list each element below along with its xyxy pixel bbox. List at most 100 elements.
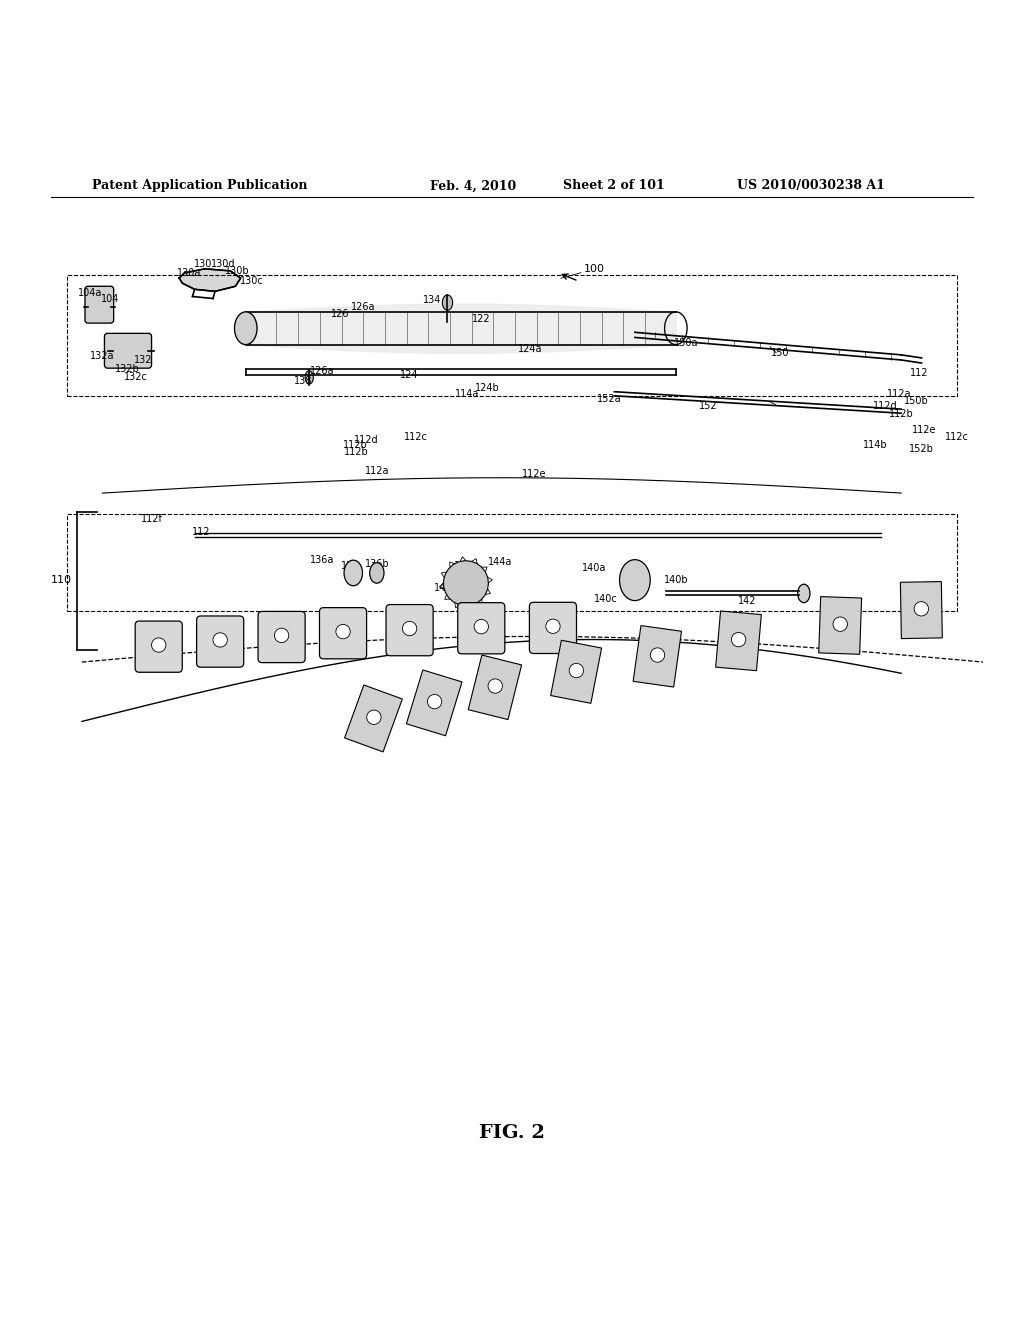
Text: 124: 124	[400, 371, 419, 380]
Ellipse shape	[234, 312, 257, 345]
Text: 132: 132	[134, 355, 153, 364]
Polygon shape	[179, 269, 241, 292]
Circle shape	[731, 632, 745, 647]
FancyBboxPatch shape	[197, 616, 244, 667]
Ellipse shape	[442, 294, 453, 310]
Circle shape	[569, 664, 584, 677]
Bar	[67, 513, 957, 611]
Text: 140c: 140c	[594, 594, 618, 603]
Polygon shape	[819, 597, 861, 655]
Text: 126a: 126a	[351, 302, 376, 312]
Ellipse shape	[305, 371, 313, 384]
Text: 130: 130	[194, 259, 212, 269]
Text: 122: 122	[472, 314, 490, 323]
Text: 152: 152	[699, 401, 718, 411]
FancyBboxPatch shape	[458, 603, 505, 653]
Text: 136b: 136b	[365, 558, 389, 569]
Text: 130a: 130a	[177, 268, 202, 279]
Text: 112d: 112d	[354, 434, 379, 445]
Circle shape	[650, 648, 665, 663]
FancyBboxPatch shape	[319, 607, 367, 659]
Circle shape	[213, 632, 227, 647]
Circle shape	[834, 616, 848, 631]
Text: 132a: 132a	[90, 351, 115, 360]
Text: 130b: 130b	[225, 265, 250, 276]
Text: 124a: 124a	[518, 343, 543, 354]
Text: 104a: 104a	[78, 288, 102, 298]
Text: 112e: 112e	[912, 425, 937, 434]
Text: 100: 100	[584, 264, 604, 273]
Circle shape	[274, 628, 289, 643]
Text: 140b: 140b	[664, 576, 688, 585]
Circle shape	[152, 638, 166, 652]
Polygon shape	[345, 685, 402, 752]
Circle shape	[474, 619, 488, 634]
Ellipse shape	[620, 560, 650, 601]
Text: 112f: 112f	[140, 513, 163, 524]
Text: 132c: 132c	[124, 372, 148, 383]
Polygon shape	[407, 671, 462, 735]
Polygon shape	[468, 655, 521, 719]
Polygon shape	[633, 626, 682, 686]
FancyBboxPatch shape	[386, 605, 433, 656]
Text: 138: 138	[294, 376, 312, 387]
Text: FIG. 2: FIG. 2	[479, 1125, 545, 1142]
Text: 112a: 112a	[887, 389, 911, 399]
Text: 132b: 132b	[115, 364, 139, 374]
Text: 126: 126	[331, 309, 349, 319]
Circle shape	[914, 602, 929, 616]
Text: Patent Application Publication: Patent Application Publication	[92, 180, 307, 193]
Text: 104: 104	[101, 293, 120, 304]
Text: 112b: 112b	[343, 440, 368, 450]
Text: 112a: 112a	[365, 466, 389, 475]
FancyBboxPatch shape	[529, 602, 577, 653]
Polygon shape	[443, 561, 488, 606]
Text: Sheet 2 of 101: Sheet 2 of 101	[563, 180, 665, 193]
FancyBboxPatch shape	[135, 622, 182, 672]
Text: 152a: 152a	[597, 393, 622, 404]
Polygon shape	[900, 582, 942, 639]
Text: 112e: 112e	[522, 469, 547, 479]
FancyBboxPatch shape	[85, 286, 114, 323]
Text: 142: 142	[738, 595, 757, 606]
Polygon shape	[551, 640, 602, 704]
Ellipse shape	[344, 560, 362, 586]
Circle shape	[367, 710, 381, 725]
Text: 112: 112	[191, 527, 210, 537]
Text: 114b: 114b	[863, 440, 888, 450]
Text: Feb. 4, 2010: Feb. 4, 2010	[430, 180, 516, 193]
Text: 144b: 144b	[434, 583, 459, 593]
Ellipse shape	[370, 562, 384, 583]
Text: 150: 150	[771, 347, 790, 358]
Text: 150a: 150a	[674, 338, 698, 347]
Circle shape	[402, 622, 417, 636]
Text: 112c: 112c	[944, 432, 969, 442]
Circle shape	[427, 694, 441, 709]
Text: 112b: 112b	[889, 409, 913, 420]
Text: 152b: 152b	[909, 444, 934, 454]
FancyBboxPatch shape	[104, 334, 152, 368]
Text: 150b: 150b	[904, 396, 929, 407]
Text: 134: 134	[423, 294, 441, 305]
Text: 112: 112	[910, 368, 929, 379]
Text: 140: 140	[631, 572, 649, 581]
Text: 112d: 112d	[873, 401, 898, 411]
Polygon shape	[716, 611, 762, 671]
Text: 136a: 136a	[310, 554, 335, 565]
Circle shape	[488, 678, 503, 693]
Text: 124b: 124b	[475, 383, 500, 392]
Text: US 2010/0030238 A1: US 2010/0030238 A1	[737, 180, 885, 193]
Text: 140a: 140a	[582, 562, 606, 573]
Text: 144: 144	[454, 561, 472, 570]
Ellipse shape	[798, 585, 810, 603]
Text: 112b: 112b	[344, 447, 369, 457]
Text: 126a: 126a	[310, 366, 335, 376]
Text: 130d: 130d	[211, 259, 236, 269]
FancyBboxPatch shape	[258, 611, 305, 663]
Circle shape	[546, 619, 560, 634]
Bar	[67, 275, 957, 396]
Text: 114a: 114a	[455, 389, 479, 399]
Circle shape	[336, 624, 350, 639]
Text: 144a: 144a	[487, 557, 512, 566]
Text: 110: 110	[51, 576, 72, 585]
